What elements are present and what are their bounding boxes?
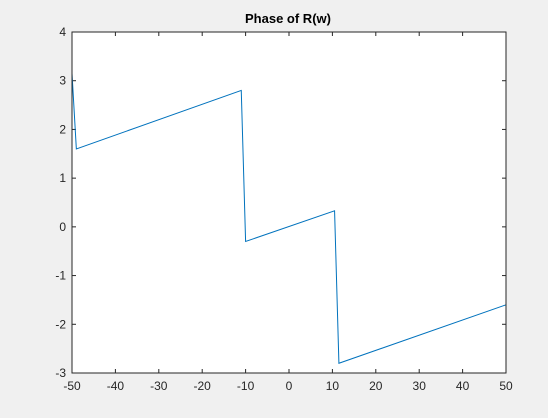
series-line [71,73,507,364]
y-tick-label: -2 [55,317,66,331]
y-tick-label: 1 [59,171,66,185]
chart-title: Phase of R(w) [245,11,331,26]
x-tick-label: -20 [194,379,212,393]
x-tick-label: -30 [150,379,168,393]
x-tick-label: 30 [413,379,427,393]
x-tick-label: 50 [499,379,513,393]
x-tick-label: 40 [456,379,470,393]
x-tick-label: 0 [286,379,293,393]
y-tick-label: -1 [55,269,66,283]
plot-area [72,32,506,373]
y-tick-label: 4 [59,25,66,39]
x-tick-label: -10 [237,379,255,393]
x-tick-label: 10 [326,379,340,393]
x-tick-label: -40 [107,379,125,393]
y-tick-label: 3 [59,74,66,88]
axes-box [71,31,507,374]
y-tick-label: 2 [59,122,66,136]
y-tick-label: 0 [59,220,66,234]
x-tick-label: 20 [369,379,383,393]
y-tick-label: -3 [55,366,66,380]
x-tick-label: -50 [63,379,81,393]
